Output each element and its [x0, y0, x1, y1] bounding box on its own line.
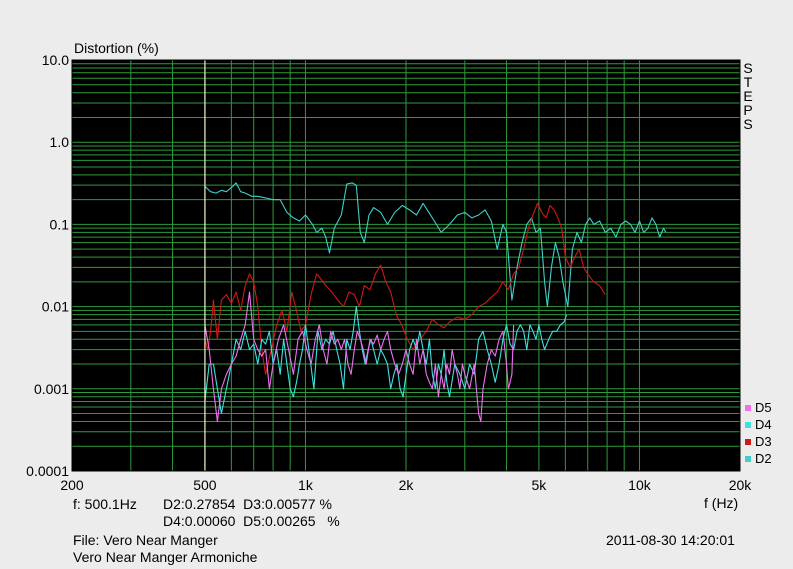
- x-tick-label: 5k: [532, 477, 548, 493]
- y-axis-label: Distortion (%): [74, 40, 159, 56]
- legend: D5 D4 D3 D2: [745, 400, 772, 466]
- legend-swatch-d2: [745, 456, 751, 462]
- legend-label-d5: D5: [755, 400, 772, 415]
- series-line-d3: [204, 202, 606, 375]
- y-tick-label: 10.0: [42, 52, 69, 68]
- series-line-d2: [204, 182, 667, 308]
- legend-swatch-d5: [745, 405, 751, 411]
- x-tick-label: 200: [60, 477, 84, 493]
- y-tick-label: 1.0: [50, 134, 70, 150]
- y-tick-label: 0.001: [34, 381, 69, 397]
- y-tick-label: 0.01: [42, 299, 69, 315]
- x-tick-label: 1k: [298, 477, 314, 493]
- legend-label-d3: D3: [755, 434, 772, 449]
- grid: [72, 60, 740, 471]
- legend-label-d2: D2: [755, 451, 772, 466]
- legend-swatch-d3: [745, 439, 751, 445]
- x-tick-label: 2k: [399, 477, 415, 493]
- readout-line-1: D2:0.27854 D3:0.00577 %: [163, 496, 332, 512]
- y-tick-label: 0.1: [50, 216, 70, 232]
- x-tick-label: 10k: [628, 477, 652, 493]
- x-tick-label: 500: [193, 477, 217, 493]
- file-description: Vero Near Manger Armoniche: [73, 549, 258, 565]
- x-tick-label: 20k: [729, 477, 753, 493]
- readout-line-2: D4:0.00060 D5:0.00265 %: [163, 513, 340, 529]
- y-tick-label: 0.0001: [26, 463, 69, 479]
- series-layer: [204, 182, 667, 423]
- plot-border: [71, 59, 741, 472]
- series-line-d5: [204, 291, 515, 423]
- legend-swatch-d4: [745, 422, 751, 428]
- readout-frequency: f: 500.1Hz: [73, 496, 137, 512]
- x-axis-label: f (Hz): [704, 495, 738, 511]
- y-tick-labels: 10.0 1.0 0.1 0.01 0.001 0.0001: [26, 52, 69, 479]
- file-name: File: Vero Near Manger: [73, 532, 218, 548]
- timestamp: 2011-08-30 14:20:01: [606, 532, 735, 548]
- legend-label-d4: D4: [755, 417, 772, 432]
- x-tick-labels: 200 500 1k 2k 5k 10k 20k: [60, 477, 752, 493]
